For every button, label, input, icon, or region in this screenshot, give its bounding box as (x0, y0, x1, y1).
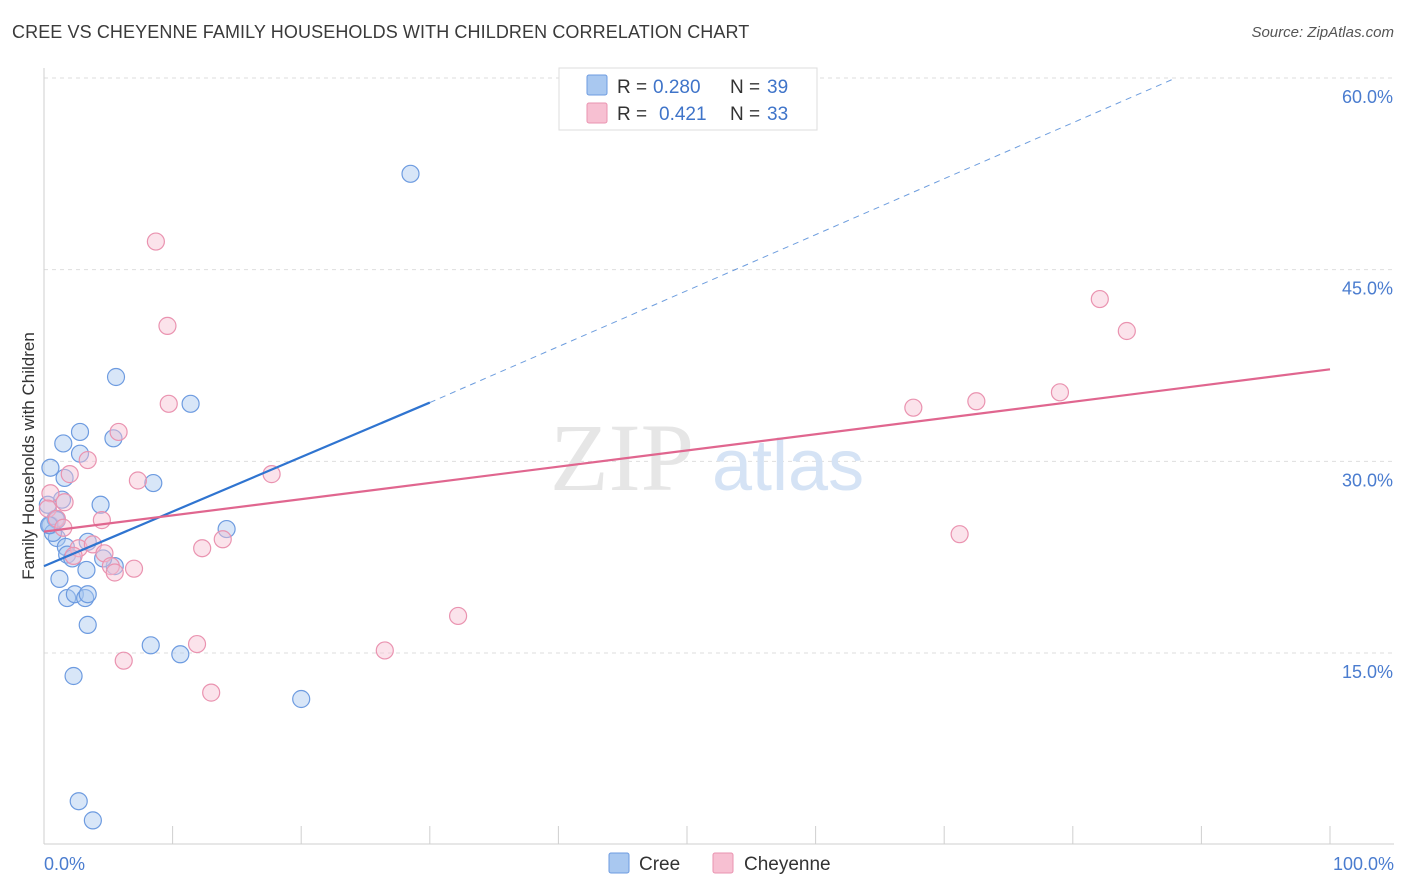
cree-point-30 (64, 666, 83, 686)
legend-r-value-cheyenne: 0.421 (659, 104, 707, 125)
cree-point-19 (78, 615, 97, 634)
cree-point-1 (54, 434, 73, 453)
cheyenne-point-2 (55, 493, 74, 512)
cheyenne-point-4 (60, 465, 79, 484)
bottom-legend-swatch-cree (608, 852, 630, 874)
gridlines (44, 77, 1394, 654)
legend-n-label-cree: N = (730, 77, 760, 98)
bottom-legend-swatch-cheyenne (712, 852, 734, 874)
watermark-atlas: atlas (712, 426, 864, 506)
cree-trend-extension (429, 77, 1176, 404)
cheyenne-point-30 (950, 525, 969, 544)
legend-swatch-cree (586, 74, 608, 96)
legend-r-label-cheyenne: R = (617, 104, 647, 125)
cheyenne-point-21 (213, 530, 232, 549)
source-label: Source: ZipAtlas.com (1251, 24, 1394, 41)
cheyenne-point-19 (159, 394, 178, 413)
cree-point-25 (181, 394, 200, 413)
cree-point-0 (41, 458, 60, 477)
cheyenne-point-27 (448, 606, 468, 626)
cree-point-5 (52, 490, 72, 509)
cheyenne-point-0 (41, 484, 60, 503)
chart-title: CREE VS CHEYENNE FAMILY HOUSEHOLDS WITH … (12, 22, 750, 42)
cheyenne-point-3 (47, 509, 66, 528)
bottom-legend: Cree Cheyenne (608, 852, 831, 875)
cree-point-24 (144, 473, 163, 493)
cheyenne-point-20 (193, 539, 212, 558)
cheyenne-point-26 (375, 641, 394, 660)
cheyenne-point-14 (105, 563, 124, 582)
cheyenne-point-31 (1050, 383, 1070, 402)
cheyenne-point-1 (38, 499, 57, 518)
cheyenne-point-6 (109, 422, 128, 442)
x-tick-label-min: 0.0% (44, 854, 85, 874)
cree-point-29 (171, 645, 190, 664)
cheyenne-point-23 (187, 634, 207, 654)
cheyenne-point-18 (158, 316, 177, 335)
cheyenne-point-32 (1090, 289, 1109, 309)
cree-point-31 (292, 689, 311, 709)
cheyenne-point-28 (904, 398, 923, 417)
trend-lines (43, 77, 1331, 568)
watermark-zip: ZIP (550, 404, 694, 511)
legend-swatch-cheyenne (586, 102, 608, 124)
cree-point-32 (401, 164, 420, 183)
cheyenne-point-15 (124, 559, 144, 578)
cheyenne-point-17 (146, 232, 165, 251)
cheyenne-point-29 (967, 392, 986, 411)
cree-point-16 (65, 585, 84, 604)
legend-box: R = 0.280 N = 39 R = 0.421 N = 33 (558, 67, 818, 131)
cree-point-34 (83, 811, 102, 830)
legend-n-value-cree: 39 (767, 77, 788, 98)
bottom-legend-label-cheyenne: Cheyenne (744, 854, 831, 875)
cheyenne-point-25 (202, 683, 221, 702)
legend-n-label-cheyenne: N = (730, 104, 760, 125)
y-tick-label-60: 60.0% (1342, 87, 1393, 107)
x-tick-label-max: 100.0% (1333, 854, 1394, 874)
cree-point-14 (77, 560, 96, 580)
cheyenne-point-33 (1117, 321, 1136, 341)
legend-n-value-cheyenne: 33 (767, 104, 788, 125)
x-axis-ticks (43, 826, 1331, 844)
bottom-legend-label-cree: Cree (639, 854, 680, 875)
cree-point-28 (141, 636, 160, 655)
y-tick-labels: 15.0% 30.0% 45.0% 60.0% (1342, 87, 1393, 682)
y-axis-title: Family Households with Children (19, 332, 38, 580)
cree-point-21 (91, 495, 110, 514)
cree-point-26 (217, 519, 236, 539)
cree-point-18 (78, 585, 97, 604)
cree-point-2 (70, 422, 90, 442)
legend-r-value-cree: 0.280 (653, 77, 701, 98)
y-tick-label-15: 15.0% (1342, 662, 1393, 682)
cree-point-13 (50, 569, 69, 588)
cheyenne-point-24 (114, 651, 133, 670)
cree-point-33 (69, 792, 88, 811)
y-tick-label-30: 30.0% (1342, 470, 1393, 490)
cree-point-23 (106, 367, 126, 387)
cree-trend-line (43, 401, 431, 568)
y-tick-label-45: 45.0% (1342, 279, 1393, 299)
legend-r-label-cree: R = (617, 77, 647, 98)
cheyenne-trend-line (43, 368, 1331, 533)
cheyenne-point-7 (128, 471, 147, 490)
data-points (38, 164, 1136, 830)
cheyenne-point-5 (78, 450, 97, 470)
